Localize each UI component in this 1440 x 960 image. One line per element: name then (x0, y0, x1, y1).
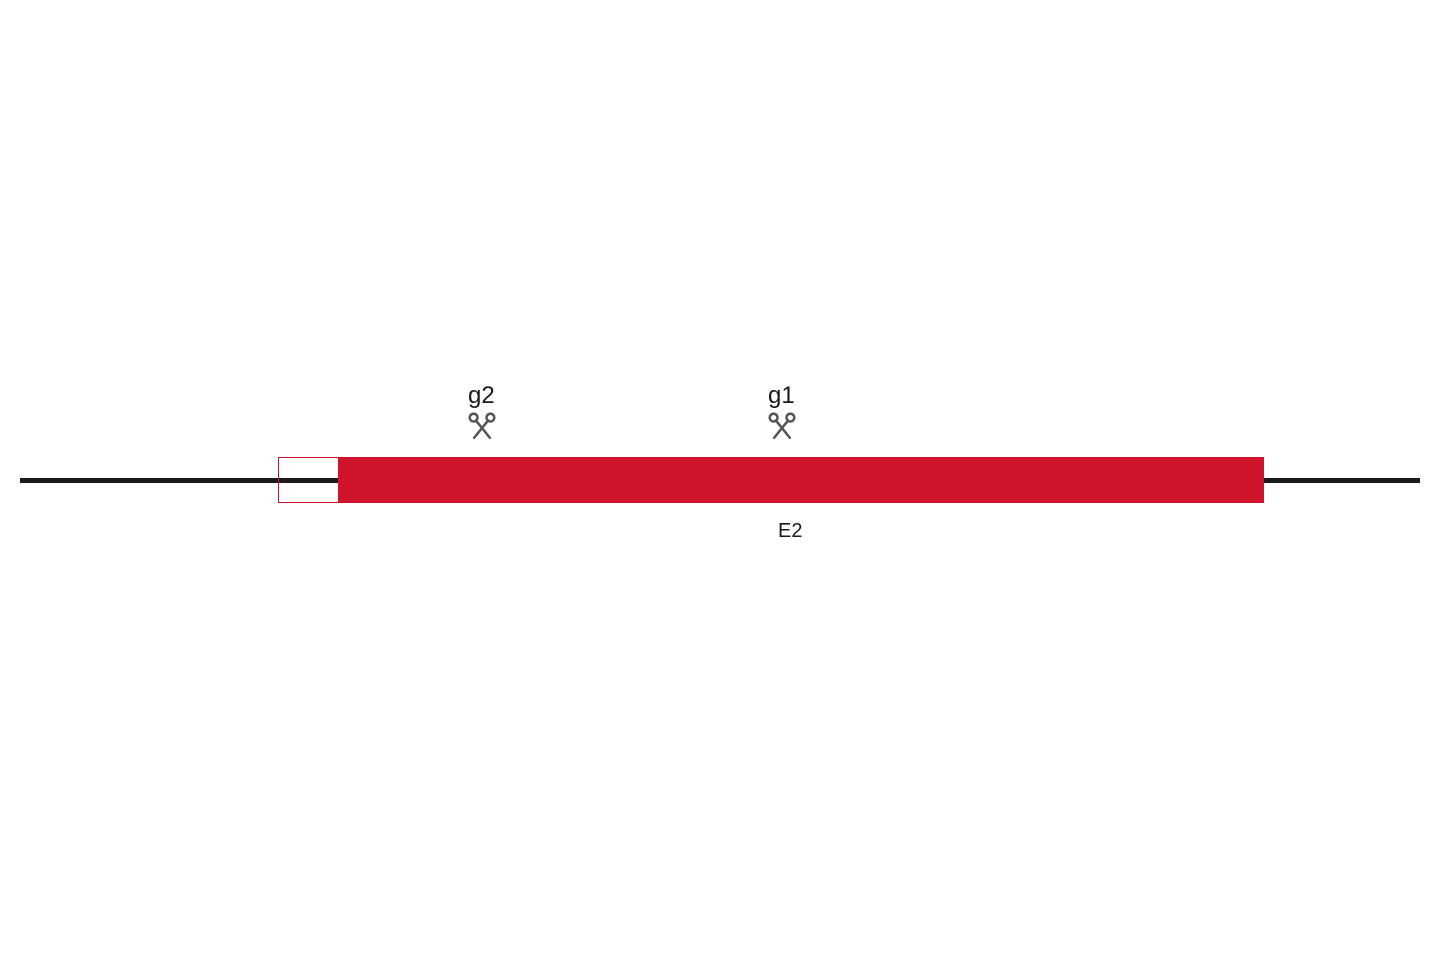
cut-label-g1: g1 (768, 382, 795, 410)
cut-label-g2: g2 (468, 382, 495, 410)
scissors-icon (768, 412, 796, 440)
exon-coding-box (338, 457, 1264, 503)
intron-line-left (20, 478, 278, 483)
intron-line-inside-utr (279, 478, 338, 483)
gene-diagram: E2 g2 g1 (0, 0, 1440, 960)
exon-label: E2 (778, 520, 802, 543)
intron-line-right (1264, 478, 1420, 483)
scissors-icon (468, 412, 496, 440)
